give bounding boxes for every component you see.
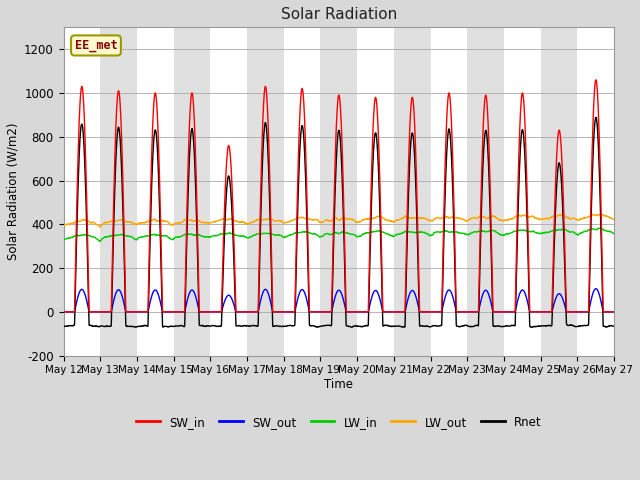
Y-axis label: Solar Radiation (W/m2): Solar Radiation (W/m2) [7, 123, 20, 260]
Legend: SW_in, SW_out, LW_in, LW_out, Rnet: SW_in, SW_out, LW_in, LW_out, Rnet [131, 411, 547, 433]
Text: EE_met: EE_met [75, 39, 117, 52]
Bar [173, 27, 211, 356]
Bar [467, 27, 504, 356]
Bar [247, 27, 284, 356]
Bar [321, 27, 357, 356]
Title: Solar Radiation: Solar Radiation [281, 7, 397, 22]
Bar [394, 27, 431, 356]
Bar [100, 27, 137, 356]
X-axis label: Time: Time [324, 378, 353, 391]
Bar [541, 27, 577, 356]
